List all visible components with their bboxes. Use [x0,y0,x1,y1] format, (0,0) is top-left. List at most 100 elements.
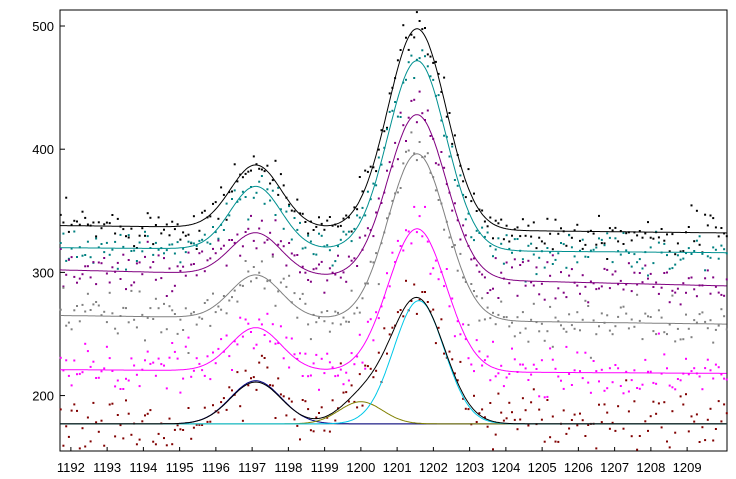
data-point [203,406,206,409]
data-point [671,410,674,413]
data-point [551,248,554,251]
data-point [358,216,361,219]
data-point [114,327,117,330]
data-point [239,316,242,319]
data-point [320,234,323,237]
data-point [108,253,111,256]
data-point [714,328,717,331]
data-point [318,316,320,319]
data-point [323,291,326,294]
data-point [288,366,291,369]
data-point [704,213,707,216]
data-point [508,401,511,404]
data-point [652,237,655,240]
data-point [318,388,320,391]
data-point [326,352,329,355]
data-point [203,270,206,273]
data-point [636,448,639,451]
data-point [59,356,62,359]
data-point [603,244,606,247]
data-point [622,427,625,430]
data-point [266,238,269,241]
data-point [176,332,179,335]
data-point [598,325,600,328]
data-point [521,261,524,264]
data-point [619,230,622,232]
data-point [146,240,149,243]
data-point [195,357,198,360]
data-point [581,247,584,250]
data-point [706,358,709,361]
data-point [519,264,522,266]
data-point [627,410,630,413]
data-point [426,109,429,112]
data-point [146,235,149,238]
data-point [543,298,546,301]
data-point [695,209,698,212]
data-point [228,191,231,194]
data-point [380,305,383,308]
data-point [508,240,511,243]
data-point [260,175,263,177]
data-point [671,289,674,292]
data-point [176,265,179,268]
data-point [453,134,456,137]
data-point [288,242,291,244]
data-point [119,278,122,280]
data-point [328,330,331,333]
data-point [179,318,182,321]
data-point [459,252,462,255]
data-point [437,72,440,75]
data-point [619,385,622,387]
data-point [483,220,486,223]
data-point [603,403,606,406]
data-point [274,304,277,307]
data-point [405,140,407,142]
data-point [717,235,720,238]
data-point [592,232,595,235]
data-point [415,58,418,61]
data-point [410,99,413,102]
data-point [608,427,611,430]
data-point [473,290,475,292]
data-point [470,283,473,285]
data-point [103,251,106,254]
data-point [81,371,84,374]
data-point [655,281,658,284]
data-point [709,214,712,217]
data-point [598,214,600,217]
data-point [361,190,364,193]
data-point [152,261,155,263]
data-point [720,420,723,423]
data-point [217,411,220,414]
data-point [380,163,383,166]
data-point [247,322,250,325]
data-point [89,365,92,368]
data-point [95,377,98,379]
data-point [464,234,467,237]
data-point [209,257,212,260]
data-point [326,219,329,222]
data-point [565,244,568,247]
data-point [394,141,397,144]
data-point [581,377,584,380]
data-point [105,221,108,224]
data-point [165,249,168,252]
data-point [603,267,606,270]
data-point [146,412,149,415]
data-point [402,124,405,127]
data-point [244,369,247,372]
data-point [168,243,171,246]
data-point [532,284,535,287]
data-point [432,308,435,311]
data-point [511,321,513,324]
fitted-curve [59,60,727,254]
data-point [293,418,296,421]
data-point [546,217,549,220]
data-point [657,402,660,405]
data-point [676,287,679,290]
data-point [693,240,696,243]
data-point [239,284,242,287]
data-point [693,319,696,322]
data-point [717,324,720,327]
